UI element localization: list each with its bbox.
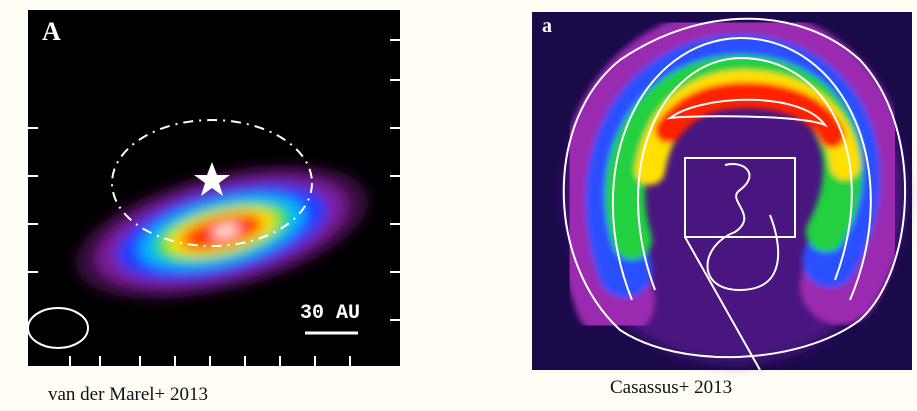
emission-blob [75,165,369,299]
left-panel: A 30 AU van der Marel+ 2013 [27,10,400,405]
zoom-box [684,157,796,238]
ticks [28,39,400,366]
zoom-line [684,236,761,371]
panel-label: A [42,17,61,46]
caption: van der Marel+ 2013 [48,384,208,405]
caption: Casassus+ 2013 [610,377,732,398]
panel-label: a [542,15,552,37]
dashed-ring [111,119,313,247]
star [194,162,230,196]
right-panel: a Casassus+ 2013 [532,8,912,398]
beam [27,307,89,349]
scale-label: 30 AU [300,302,360,325]
contours [562,17,906,359]
